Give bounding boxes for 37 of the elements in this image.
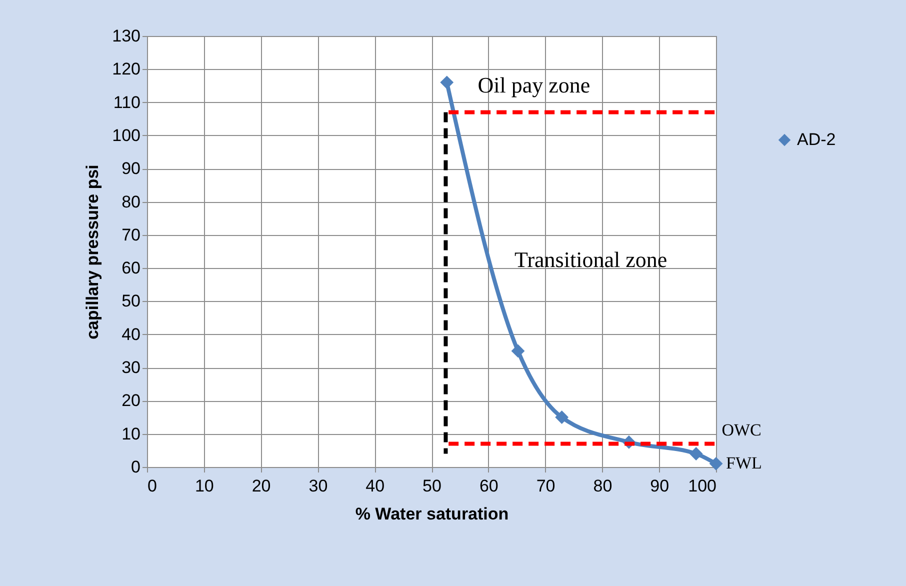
annotation: FWL [726, 454, 762, 473]
legend-label: AD-2 [797, 130, 836, 149]
y-tick-label: 60 [122, 258, 140, 278]
x-tick-label: 70 [536, 476, 556, 496]
y-tick-label: 130 [112, 26, 140, 46]
y-tick-label: 40 [122, 324, 140, 344]
y-tick-label: 30 [122, 358, 140, 378]
x-tick-label: 40 [366, 476, 385, 496]
point [709, 456, 723, 470]
y-tick-label: 100 [112, 126, 140, 145]
y-tick-label: 110 [113, 92, 140, 112]
x-tick-label: 30 [308, 476, 328, 496]
annotation: Transitional zone [514, 247, 668, 272]
y-tick-label: 0 [131, 458, 140, 476]
x-tick-label: 10 [194, 476, 214, 496]
x-axis-title: % Water saturation [355, 504, 509, 524]
y-tick-label: 10 [122, 424, 140, 444]
y-tick-label: 70 [122, 225, 140, 244]
y-axis-title: capillary pressure psi [83, 164, 102, 340]
point [440, 76, 454, 90]
y-tick-label: 80 [122, 192, 140, 212]
y-tick-label: 90 [122, 159, 140, 178]
annotation: Oil pay zone [478, 72, 590, 98]
y-tick-label: 20 [122, 391, 140, 410]
x-tick-label: 20 [252, 476, 271, 496]
x-tick-label: 0 [148, 476, 157, 496]
x-tick-label: 80 [593, 476, 612, 496]
x-tick-label: 100 [688, 476, 716, 496]
y-tick-label: 50 [122, 292, 140, 311]
point [555, 410, 569, 424]
x-tick-label: 50 [422, 476, 442, 496]
text: OWC [722, 420, 762, 440]
point [689, 447, 703, 460]
x-tick-label: 90 [650, 476, 670, 496]
point [511, 344, 525, 358]
x-tick-label: 60 [479, 476, 498, 496]
y-tick-label: 120 [112, 60, 140, 79]
